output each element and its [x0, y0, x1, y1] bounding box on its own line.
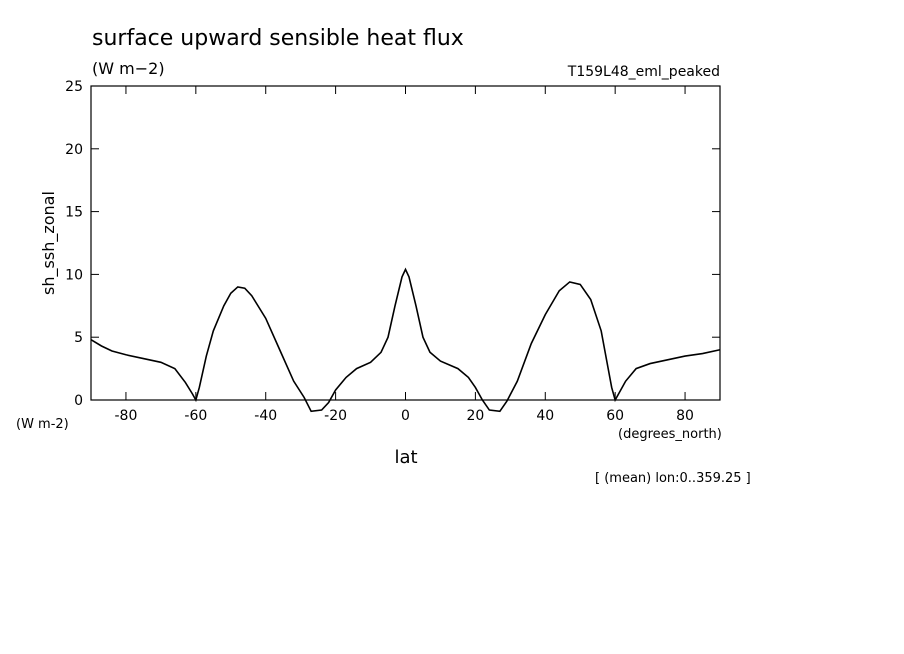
- x-tick-label: -60: [184, 408, 207, 424]
- dataset-label: T159L48_eml_peaked: [567, 64, 720, 80]
- line-series: [90, 267, 721, 413]
- y-tick-label: 10: [65, 267, 83, 283]
- x-tick-label: -80: [115, 408, 138, 424]
- y-tick-label: 0: [74, 393, 83, 409]
- x-units: (degrees_north): [618, 427, 722, 442]
- y-tick-label: 20: [65, 142, 83, 158]
- x-tick-label: -20: [324, 408, 347, 424]
- plot-frame: [90, 85, 721, 401]
- y-axis-label: sh_ssh_zonal: [39, 191, 59, 295]
- y-tick-label: 15: [65, 205, 83, 221]
- y-tick-label: 5: [74, 330, 83, 346]
- x-tick-label: 20: [466, 408, 484, 424]
- y-units: (W m-2): [16, 417, 69, 432]
- x-tick-label: 60: [606, 408, 624, 424]
- chart-title: surface upward sensible heat flux: [92, 26, 464, 51]
- x-tick-label: -40: [254, 408, 277, 424]
- x-axis-label: lat: [394, 447, 417, 468]
- x-tick-label: 40: [536, 408, 554, 424]
- x-tick-label: 0: [401, 408, 410, 424]
- note: [ (mean) lon:0..359.25 ]: [595, 471, 751, 486]
- x-tick-label: 80: [676, 408, 694, 424]
- y-tick-label: 25: [65, 79, 83, 95]
- title-units: (W m−2): [92, 59, 165, 78]
